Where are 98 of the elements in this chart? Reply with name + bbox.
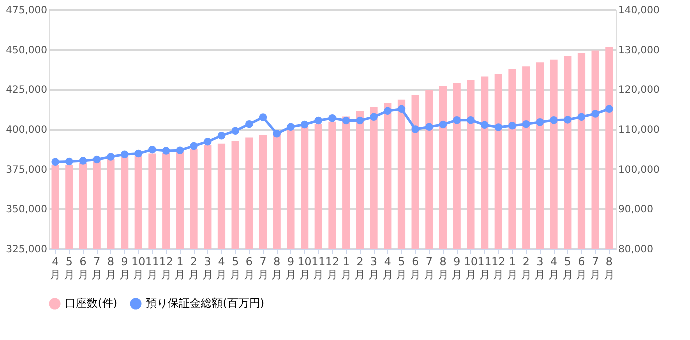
x-tick-label: 4月 [548,256,560,282]
point [439,120,448,129]
x-tick-label: 5月 [562,256,574,282]
x-tick-label: 7月 [258,256,269,282]
point [370,113,378,122]
x-tick-label: 9月 [285,256,296,282]
point [522,120,530,128]
point [66,158,74,166]
x-tick-label: 8月 [272,256,283,282]
y-tick-label: 375,000 [6,164,48,176]
y-tick-label: 325,000 [6,244,48,256]
x-tick-label: 1月 [507,256,518,282]
y2-tick-label: 130,000 [618,45,660,56]
x-tick-label: 2月 [520,256,532,282]
x-tick-label: 12月 [159,256,174,282]
point [134,150,143,158]
point [564,116,572,124]
point [536,118,544,126]
y2-tick-label: 110,000 [618,125,660,136]
y2-tick-label: 100,000 [618,164,660,176]
point [550,116,558,124]
point [232,127,240,135]
y-tick-label: 450,000 [6,45,48,56]
x-tick-label: 3月 [202,256,214,282]
point [287,123,295,131]
point [148,146,156,154]
point [606,105,614,114]
point [384,107,392,116]
x-tick-label: 12月 [326,256,340,282]
y2-tick-label: 80,000 [618,244,654,256]
y-tick-label: 475,000 [6,6,48,16]
point [162,147,170,155]
y2-tick-label: 120,000 [618,85,660,96]
point [578,113,586,122]
point [453,116,461,124]
y-tick-label: 425,000 [6,85,48,96]
point [246,120,254,128]
point [107,153,115,161]
point [204,138,212,146]
x-tick-label: 6月 [410,256,422,282]
x-tick-label: 8月 [438,256,449,282]
point [467,116,475,124]
x-tick-label: 5月 [64,256,75,282]
point [314,116,323,125]
x-tick-label: 3月 [534,256,546,282]
point [93,156,101,164]
point [176,146,184,154]
x-tick-label: 2月 [188,256,200,282]
y-tick-label: 400,000 [6,125,48,136]
y2-tick-label: 140,000 [618,6,660,16]
point [592,110,600,118]
x-tick-label: 10月 [464,256,478,282]
point [328,114,336,122]
point [412,126,420,134]
y-tick-label: 350,000 [6,204,48,216]
x-tick-label: 10月 [298,256,312,282]
point [356,116,364,125]
x-tick-label: 5月 [396,256,408,282]
x-tick-label: 11月 [146,256,160,282]
x-tick-label: 6月 [576,256,588,282]
point [398,105,406,114]
legend-label: 口座数(件) [65,297,118,310]
x-tick-label: 12月 [492,256,506,282]
point [190,142,198,150]
x-tick-label: 4月 [216,256,228,282]
x-tick-label: 11月 [478,256,492,282]
x-tick-label: 6月 [244,256,255,282]
point [494,124,503,132]
legend-label: 預り保証金総額(百万円) [146,297,265,310]
y2-tick-label: 90,000 [618,204,654,216]
x-tick-label: 8月 [604,256,615,282]
x-tick-label: 11月 [312,256,326,282]
point [300,120,309,129]
point [273,130,281,138]
x-tick-label: 8月 [105,256,116,282]
point [79,157,88,165]
point [218,132,226,140]
point [120,150,129,158]
x-tick-label: 6月 [78,256,89,282]
x-tick-label: 2月 [354,256,366,282]
x-tick-label: 1月 [174,256,186,282]
point [342,116,350,125]
point [480,121,489,129]
point [508,122,516,130]
x-tick-label: 7月 [92,256,103,282]
x-tick-label: 9月 [119,256,130,282]
x-tick-label: 5月 [230,256,242,282]
point [259,114,268,122]
x-tick-label: 4月 [382,256,394,282]
x-tick-label: 10月 [132,256,146,282]
x-tick-label: 7月 [424,256,435,282]
x-tick-label: 3月 [368,256,380,282]
x-tick-label: 9月 [452,256,463,282]
x-tick-label: 4月 [50,256,62,282]
point [52,158,60,166]
x-tick-label: 7月 [590,256,602,282]
x-tick-label: 1月 [340,256,352,282]
point [426,123,434,131]
